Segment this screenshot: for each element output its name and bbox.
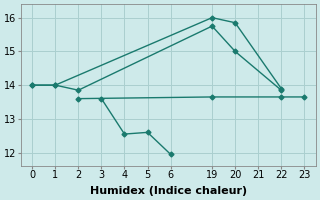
X-axis label: Humidex (Indice chaleur): Humidex (Indice chaleur) [90, 186, 247, 196]
